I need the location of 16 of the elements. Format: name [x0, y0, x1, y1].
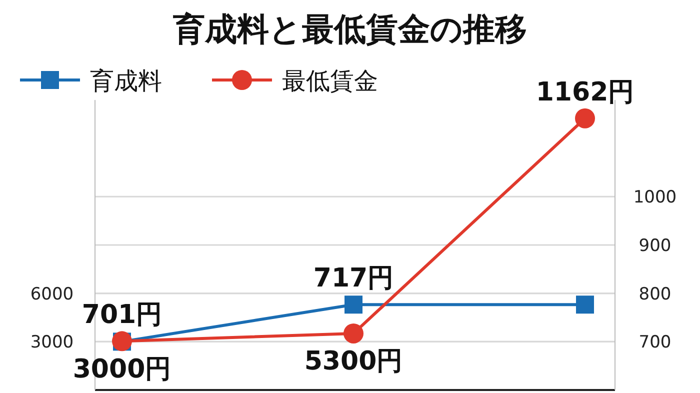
chart-title: 育成料と最低賃金の推移: [172, 10, 527, 48]
data-label: 1162円: [536, 77, 634, 108]
y2-tick-label: 700: [638, 332, 672, 353]
data-label: 3000円: [72, 354, 172, 385]
data-label: 701円: [82, 300, 162, 330]
legend-label: 最低賃金: [282, 67, 378, 95]
y2-tick-label: 900: [638, 236, 672, 256]
y2-tick-label: 800: [638, 284, 672, 304]
point: [575, 108, 595, 128]
point: [344, 323, 364, 344]
data-label: 717円: [313, 264, 394, 294]
y2-tick-label: 1000: [633, 188, 677, 208]
y-tick-label: 3000: [30, 332, 74, 353]
legend-label: 育成料: [90, 67, 162, 95]
data-label: 5300円: [304, 346, 403, 376]
y-tick-label: 6000: [30, 284, 74, 304]
